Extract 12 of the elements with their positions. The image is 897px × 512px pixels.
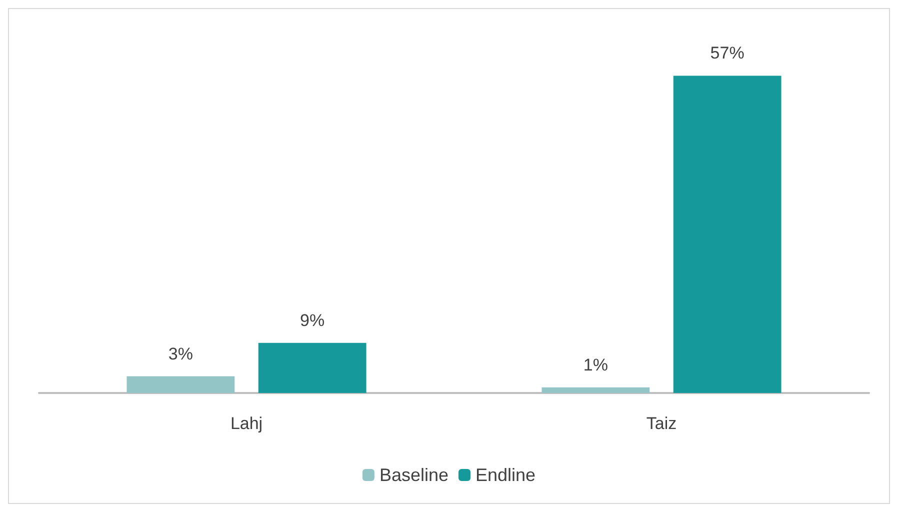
data-label: 9% (300, 310, 325, 330)
bar (673, 76, 782, 393)
x-tick-label: Lahj (230, 414, 263, 433)
bar (542, 387, 650, 393)
legend-label: Endline (476, 465, 536, 485)
data-label: 1% (583, 355, 608, 374)
data-label: 57% (710, 44, 744, 63)
bar (258, 342, 366, 393)
x-tick-label: Taiz (646, 414, 677, 433)
legend-label: Baseline (379, 465, 448, 485)
data-label: 3% (168, 344, 193, 364)
bar (126, 376, 235, 393)
